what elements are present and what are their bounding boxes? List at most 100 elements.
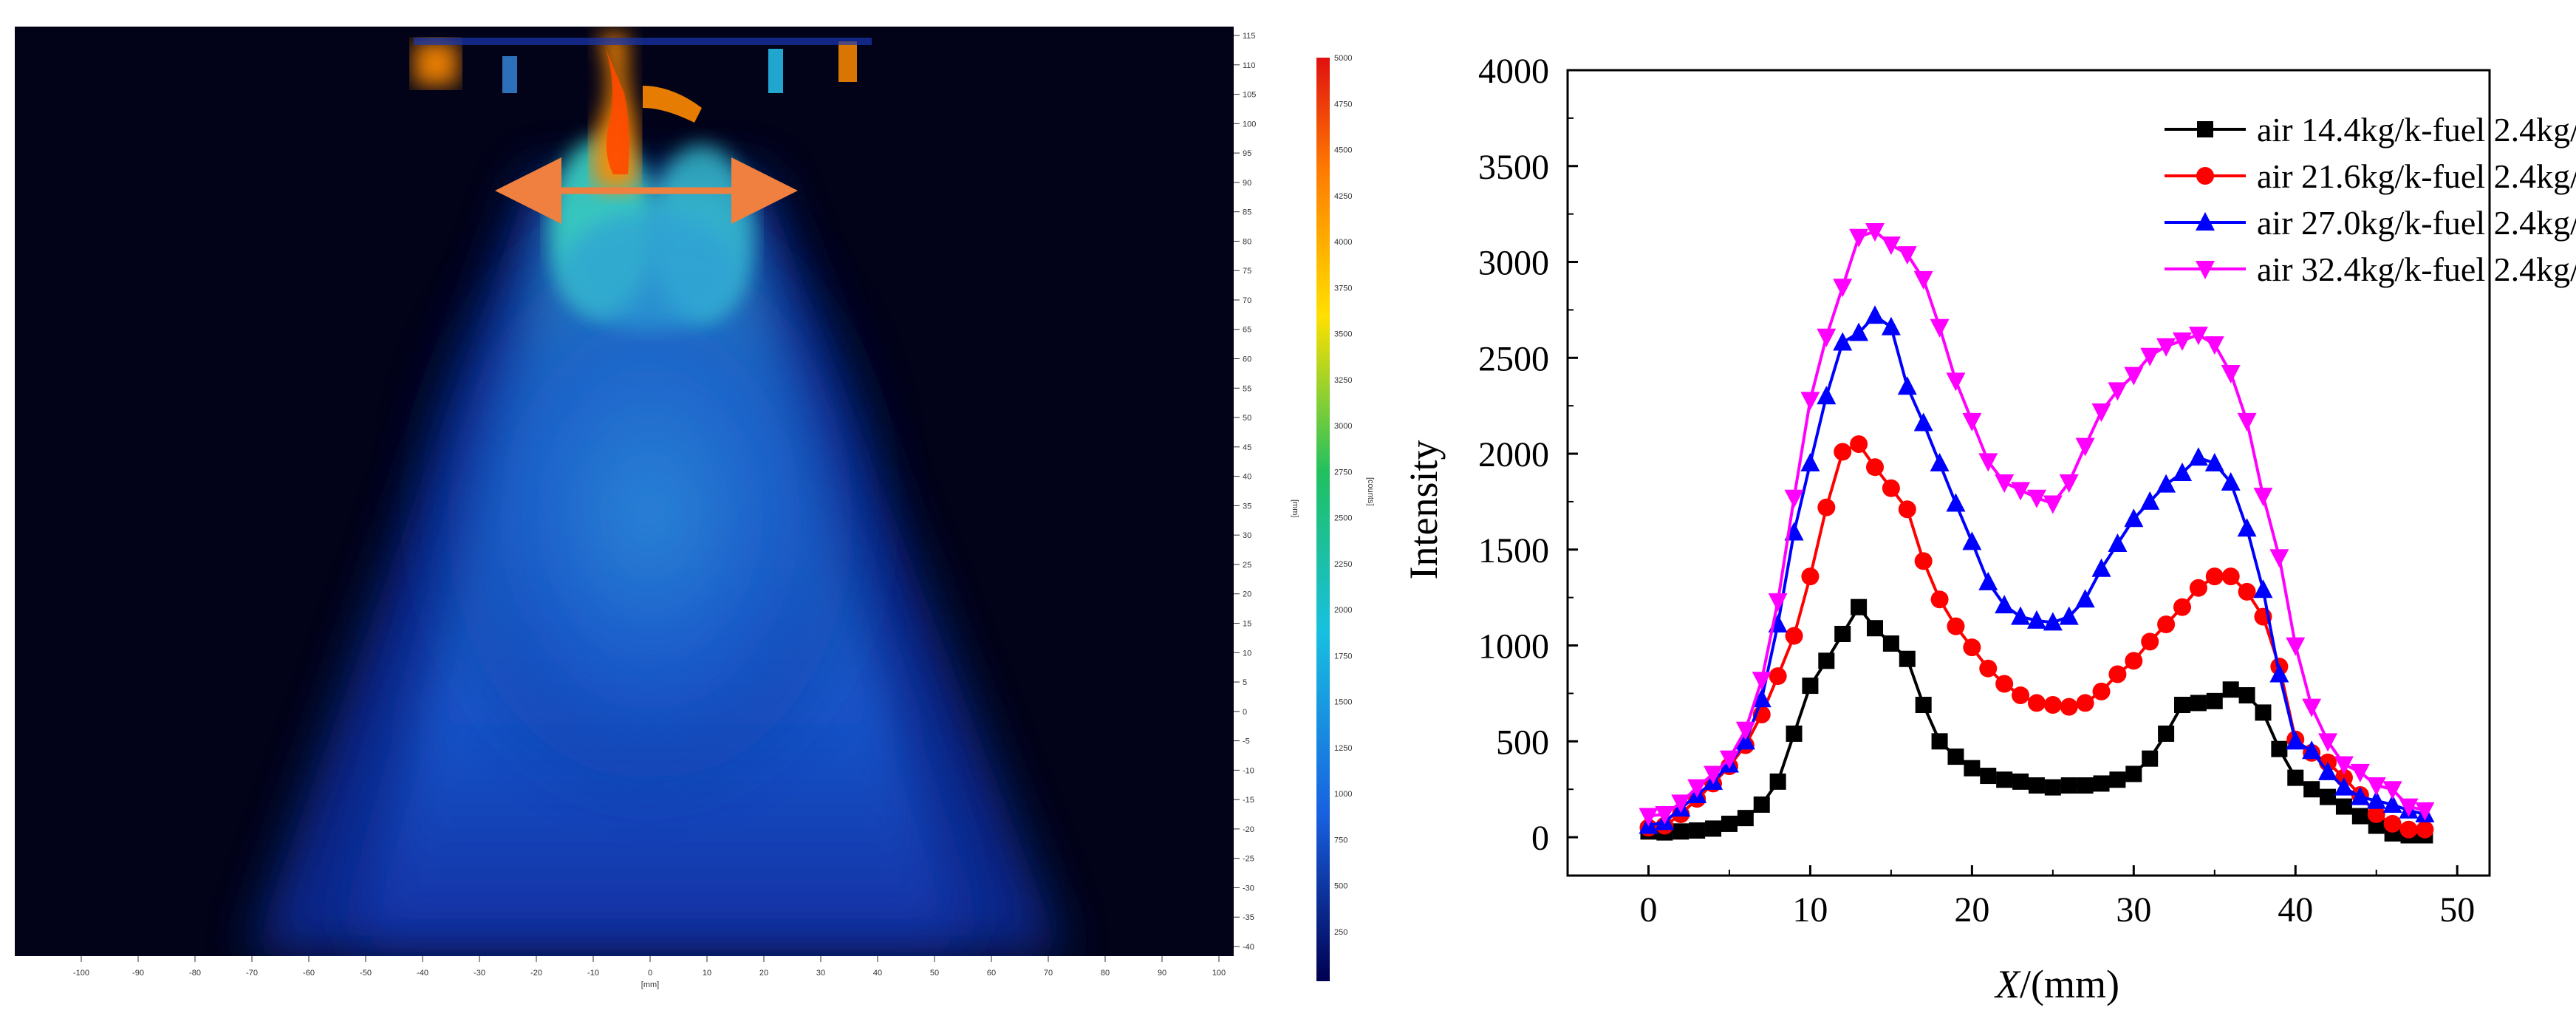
left-x-tick-label: 30 — [816, 969, 825, 978]
data-point — [2222, 681, 2239, 698]
data-point — [2059, 474, 2079, 493]
colorbar-tick-label: 5000 — [1334, 54, 1352, 63]
left-y-tick-label: -25 — [1243, 855, 1254, 864]
data-point — [2158, 725, 2175, 742]
colorbar-tick-label: 3500 — [1334, 330, 1352, 339]
x-tick-label: 50 — [2439, 890, 2475, 930]
data-point — [1866, 458, 1884, 477]
data-point — [1817, 328, 1837, 347]
data-point — [2238, 582, 2256, 601]
left-x-tick-label: 90 — [1158, 969, 1166, 978]
data-point — [2189, 579, 2207, 597]
left-y-tick-label: 80 — [1243, 237, 1251, 246]
left-y-tick-label: 10 — [1243, 649, 1251, 658]
data-point — [1817, 498, 1836, 516]
series-line — [1648, 230, 2425, 818]
data-point — [2091, 403, 2111, 422]
left-y-tick-label: 25 — [1243, 561, 1251, 570]
data-point — [1769, 667, 1787, 686]
data-point — [1752, 672, 1772, 691]
data-point — [2077, 777, 2094, 794]
data-point — [1980, 768, 1997, 785]
left-y-tick-label: 70 — [1243, 296, 1251, 305]
legend-marker — [2197, 121, 2213, 137]
data-point — [2108, 533, 2128, 553]
data-point — [1867, 620, 1883, 637]
intensity-line-chart: 0 10 20 30 40 5005001000150020002500300035004… — [1401, 52, 2576, 1006]
left-x-tick-label: -100 — [73, 969, 89, 978]
y-tick-label: 3500 — [1478, 148, 1549, 187]
left-x-tick-label: -80 — [189, 969, 201, 978]
legend-marker — [2196, 167, 2214, 185]
data-point — [2043, 696, 2062, 714]
data-point — [2092, 682, 2111, 700]
data-point — [2318, 733, 2338, 752]
data-point — [2255, 704, 2272, 721]
data-point — [2173, 598, 2191, 616]
data-point — [2335, 798, 2352, 815]
data-point — [1768, 593, 1788, 612]
colorbar-tick-label: 4000 — [1334, 238, 1352, 247]
data-point — [1687, 779, 1707, 798]
left-y-tick-label: 35 — [1243, 502, 1251, 511]
left-y-tick-label: 65 — [1243, 326, 1251, 335]
series-3 — [1639, 305, 2435, 834]
data-point — [1881, 316, 1901, 335]
data-point — [2382, 794, 2402, 813]
data-point — [2237, 412, 2257, 432]
data-point — [1995, 595, 2015, 614]
left-x-tick-label: 70 — [1044, 969, 1053, 978]
data-point — [1962, 412, 1982, 432]
data-point — [1849, 322, 1869, 341]
left-x-tick-label: 0 — [648, 969, 652, 978]
colorbar-tick-label: 2250 — [1334, 560, 1352, 569]
y-axis-label: Intensity — [1404, 440, 1446, 580]
data-point — [2286, 637, 2306, 656]
data-point — [2253, 488, 2273, 507]
data-point — [1913, 412, 1933, 432]
data-point — [1946, 372, 1966, 392]
left-y-tick-label: -40 — [1243, 943, 1254, 952]
colorbar — [1316, 58, 1330, 981]
y-tick-label: 1000 — [1478, 627, 1549, 666]
data-point — [2399, 798, 2419, 817]
data-point — [2271, 740, 2288, 757]
data-point — [2350, 763, 2370, 782]
data-point — [1784, 489, 1804, 508]
data-point — [1834, 443, 1852, 461]
data-point — [1671, 794, 1691, 814]
data-point — [2026, 610, 2046, 629]
x-tick-label: 0 — [1639, 890, 1657, 930]
data-point — [1995, 474, 2015, 493]
data-point — [1704, 765, 1723, 785]
left-y-tick-label: 60 — [1243, 355, 1251, 364]
legend-label: air 27.0kg/k-fuel 2.4kg/k — [2257, 204, 2576, 242]
data-point — [1898, 500, 1916, 519]
data-point — [1947, 748, 1964, 765]
data-point — [2028, 777, 2045, 794]
data-point — [1897, 376, 1917, 395]
left-x-tick-label: -50 — [360, 969, 372, 978]
left-y-tick-label: 85 — [1243, 208, 1251, 217]
data-point — [1930, 590, 1949, 609]
left-y-tick-label: 55 — [1243, 384, 1251, 393]
data-point — [1639, 808, 1658, 827]
data-point — [2366, 790, 2386, 809]
data-point — [1979, 659, 1998, 678]
left-y-tick-label: 90 — [1243, 179, 1251, 188]
left-y-tick-label: 95 — [1243, 149, 1251, 158]
data-point — [2205, 567, 2224, 586]
data-point — [2188, 327, 2208, 346]
data-point — [2108, 382, 2128, 401]
data-point — [2124, 508, 2144, 528]
x-tick-label: 10 — [1792, 890, 1828, 930]
data-point — [1897, 246, 1917, 265]
data-point — [1865, 223, 1885, 242]
left-x-tick-label: 10 — [703, 969, 711, 978]
data-point — [1996, 771, 2013, 788]
left-y-tick-label: -35 — [1243, 913, 1254, 922]
data-point — [2318, 761, 2338, 780]
data-point — [2060, 698, 2078, 716]
left-y-tick-label: 40 — [1243, 473, 1251, 482]
left-y-tick-label: -5 — [1243, 737, 1250, 746]
